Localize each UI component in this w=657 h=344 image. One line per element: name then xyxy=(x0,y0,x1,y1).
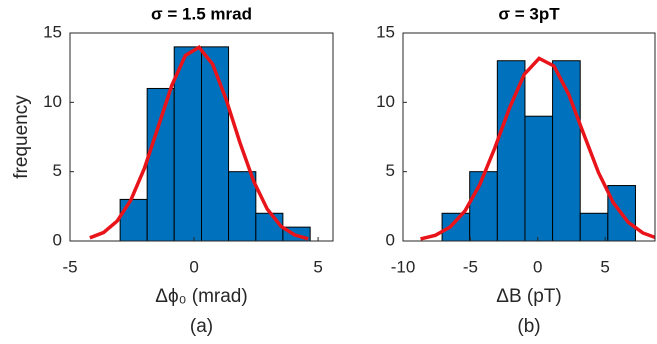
x-axis-label: ΔB (pT) xyxy=(496,286,561,307)
y-tick-label: 10 xyxy=(43,92,62,111)
caption: (b) xyxy=(517,316,540,337)
bar xyxy=(173,46,203,242)
x-tick-label: 0 xyxy=(189,257,198,276)
fit-curve xyxy=(420,56,656,241)
bar xyxy=(579,212,609,242)
y-axis-label: frequency xyxy=(11,95,32,179)
y-tick-label: 10 xyxy=(376,92,395,111)
bar xyxy=(228,171,257,242)
y-tick-label: 5 xyxy=(53,161,62,180)
x-tick-label: -5 xyxy=(62,257,77,276)
x-tick-label: 0 xyxy=(533,257,542,276)
bar xyxy=(441,212,471,242)
bar xyxy=(201,46,230,242)
y-tick-label: 15 xyxy=(376,22,395,41)
fit-curve xyxy=(89,44,309,241)
y-tick-label: 15 xyxy=(43,22,62,41)
chart-title: σ = 3pT xyxy=(498,4,560,23)
bar xyxy=(469,171,498,242)
y-tick-label: 0 xyxy=(386,230,395,249)
y-tick-label: 0 xyxy=(53,230,62,249)
x-tick-label: -10 xyxy=(391,257,416,276)
bar xyxy=(255,212,284,242)
caption: (a) xyxy=(190,316,213,337)
axes-box xyxy=(402,32,656,242)
chart-title: σ = 1.5 mrad xyxy=(151,4,252,23)
x-tick-label: -5 xyxy=(463,257,478,276)
x-tick-label: 5 xyxy=(313,257,322,276)
bar xyxy=(496,60,526,242)
bar xyxy=(119,198,148,242)
x-axis-label: Δϕ₀ (mrad) xyxy=(155,286,247,307)
axes-box xyxy=(69,32,334,242)
bar xyxy=(524,115,554,242)
y-tick-label: 5 xyxy=(386,161,395,180)
bar xyxy=(146,87,175,242)
x-tick-label: 5 xyxy=(600,257,609,276)
